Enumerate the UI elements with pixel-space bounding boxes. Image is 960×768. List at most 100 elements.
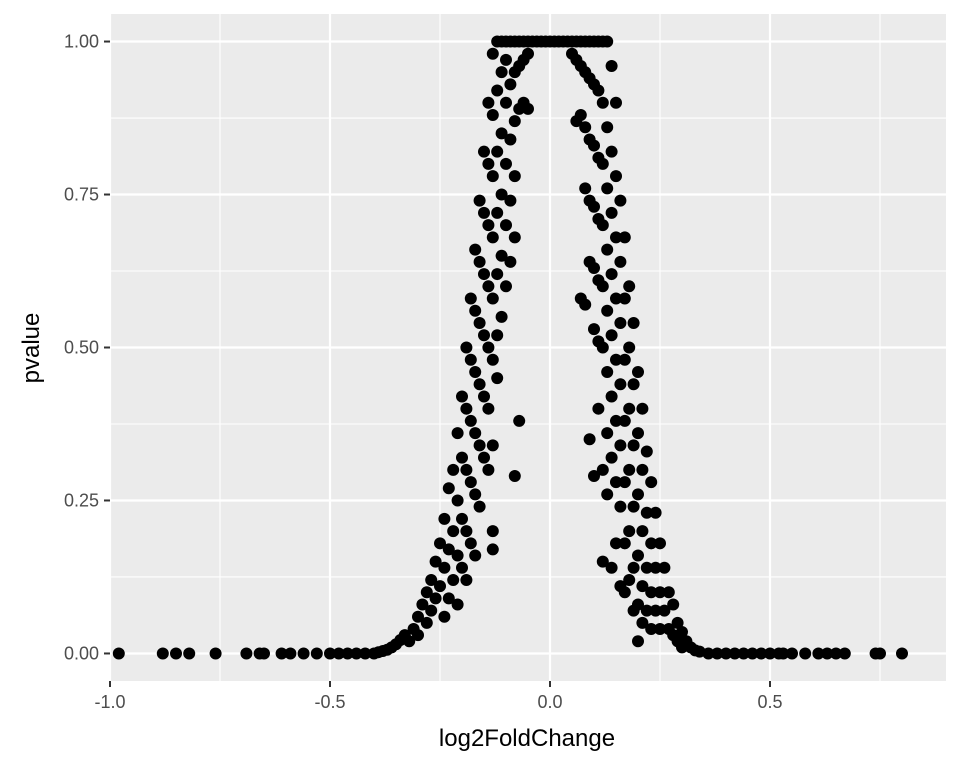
data-point <box>486 47 499 60</box>
data-point <box>601 304 614 317</box>
data-point <box>508 115 521 128</box>
data-point <box>605 329 618 342</box>
data-point <box>504 133 517 146</box>
data-point <box>482 341 495 354</box>
data-point <box>284 647 297 660</box>
data-point <box>601 488 614 501</box>
x-tick-label: 0.0 <box>537 692 562 712</box>
data-point <box>632 365 644 378</box>
data-point <box>478 329 490 342</box>
data-point <box>486 170 499 183</box>
data-point <box>482 280 495 293</box>
data-point <box>786 647 798 660</box>
data-point <box>469 427 482 440</box>
data-point <box>275 647 288 660</box>
data-point <box>486 525 499 538</box>
data-point <box>601 243 614 256</box>
data-point <box>486 292 499 305</box>
data-point <box>240 647 253 660</box>
data-point <box>482 157 495 170</box>
data-point <box>614 500 627 513</box>
data-point <box>592 402 605 415</box>
data-point <box>460 463 473 476</box>
data-point <box>830 647 842 660</box>
data-point <box>632 488 644 501</box>
data-point <box>610 292 622 305</box>
data-point <box>737 647 750 660</box>
data-point <box>623 341 636 354</box>
data-point <box>486 439 499 452</box>
data-point <box>632 549 644 562</box>
data-point <box>746 647 759 660</box>
data-point <box>610 476 622 489</box>
data-point <box>764 647 776 660</box>
data-point <box>456 451 468 464</box>
data-point <box>596 463 609 476</box>
data-point <box>623 402 636 415</box>
data-point <box>627 378 640 391</box>
data-point <box>412 629 424 642</box>
data-point <box>601 182 614 195</box>
data-point <box>658 604 671 617</box>
data-point <box>500 219 512 232</box>
data-point <box>605 145 618 158</box>
data-point <box>588 323 600 336</box>
data-point <box>495 127 508 140</box>
data-point <box>508 470 521 483</box>
data-point <box>583 433 596 446</box>
data-point <box>460 574 473 587</box>
data-point <box>464 414 477 427</box>
data-point <box>610 414 622 427</box>
data-point <box>640 561 653 574</box>
y-axis: 0.00 0.25 0.50 0.75 1.00 <box>64 32 110 663</box>
data-point <box>640 445 653 458</box>
data-point <box>574 108 587 121</box>
data-point <box>601 121 614 134</box>
y-tick-label: 0.50 <box>64 338 99 358</box>
data-point <box>579 121 592 134</box>
data-point <box>473 439 486 452</box>
data-point <box>649 506 662 519</box>
data-point <box>592 84 605 97</box>
data-point <box>460 402 473 415</box>
data-point <box>627 561 640 574</box>
data-point <box>420 616 433 629</box>
data-point <box>491 372 504 385</box>
data-point <box>618 353 631 366</box>
data-point <box>491 145 504 158</box>
data-point <box>614 317 627 330</box>
data-point <box>671 616 684 629</box>
data-point <box>332 647 345 660</box>
x-tick-label: 0.5 <box>757 692 782 712</box>
data-point <box>605 451 618 464</box>
data-point <box>442 543 455 556</box>
data-point <box>486 108 499 121</box>
data-point <box>478 390 490 403</box>
data-point <box>451 598 464 611</box>
data-point <box>667 598 680 611</box>
data-point <box>438 512 451 525</box>
data-point <box>658 561 671 574</box>
data-point <box>627 317 640 330</box>
y-tick-label: 0.75 <box>64 185 99 205</box>
data-point <box>821 647 834 660</box>
x-tick-label: -1.0 <box>94 692 125 712</box>
data-point <box>434 537 446 550</box>
data-point <box>434 580 446 593</box>
data-point <box>438 561 451 574</box>
data-point <box>464 537 477 550</box>
data-point <box>596 280 609 293</box>
y-axis-title: pvalue <box>18 313 45 384</box>
data-point <box>258 647 270 660</box>
data-point <box>645 537 658 550</box>
data-point <box>610 353 622 366</box>
data-point <box>447 525 460 538</box>
data-point <box>601 365 614 378</box>
data-point <box>495 249 508 262</box>
data-point <box>473 378 486 391</box>
data-point <box>460 525 473 538</box>
data-point <box>469 243 482 256</box>
data-point <box>491 84 504 97</box>
data-point <box>469 549 482 562</box>
data-point <box>614 194 627 207</box>
